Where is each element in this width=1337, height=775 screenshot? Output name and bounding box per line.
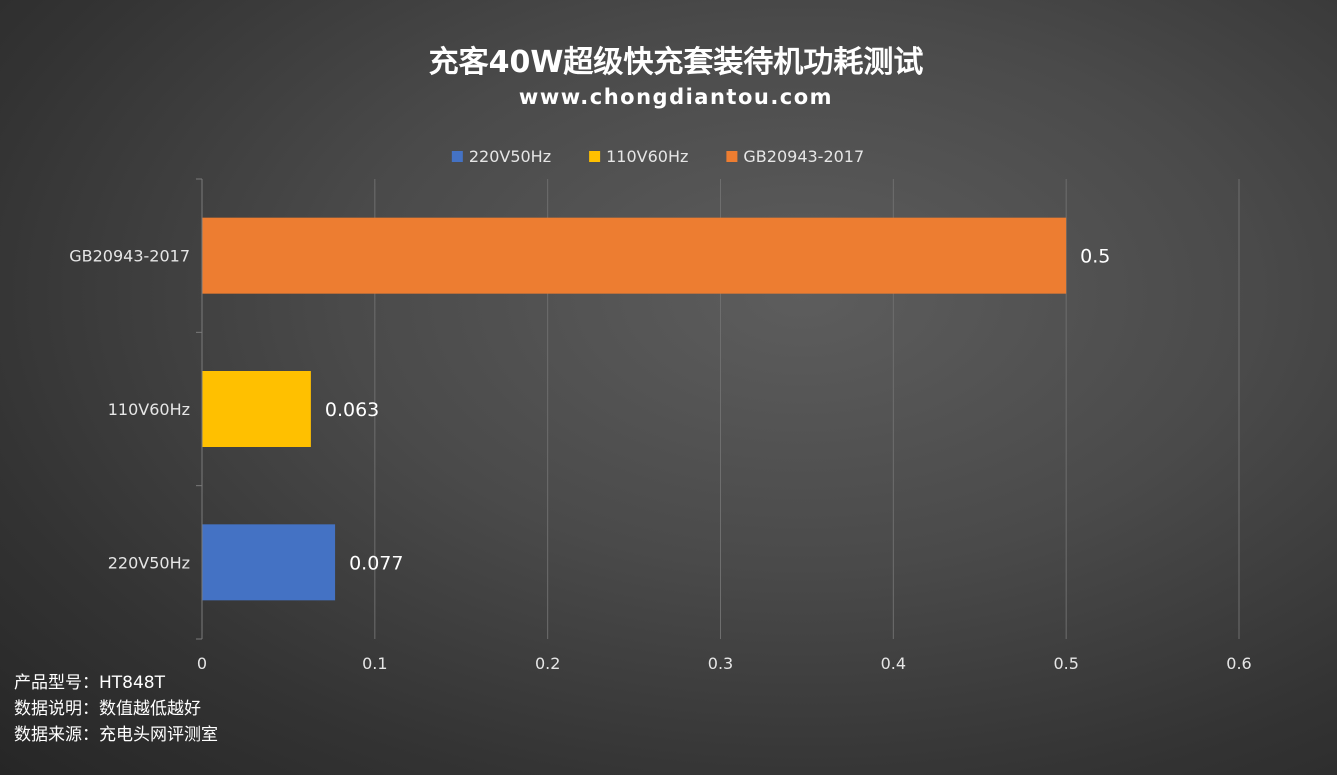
y-tick-label: 110V60Hz [108,400,190,419]
footnote-model: 产品型号：HT848T [14,673,165,693]
x-tick-label: 0.5 [1053,654,1078,673]
footnotes: 产品型号：HT848T 数据说明：数值越低越好 数据来源：充电头网评测室 [14,670,218,748]
legend-swatch [451,151,463,162]
footnote-source: 数据来源：充电头网评测室 [14,725,218,745]
data-label: 0.077 [349,552,403,574]
footnote-note: 数据说明：数值越低越好 [14,699,201,719]
bar [202,217,1067,294]
legend-label: GB20943-2017 [743,147,864,166]
legend: 220V50Hz 110V60Hz GB20943-2017 [451,147,864,166]
legend-item: 220V50Hz [451,147,551,166]
legend-item: 110V60Hz [589,147,688,166]
legend-label: 220V50Hz [469,147,551,166]
x-tick-label: 0.1 [362,654,387,673]
y-tick-label: 220V50Hz [108,553,190,572]
data-label: 0.5 [1080,246,1110,268]
x-tick-label: 0 [197,654,207,673]
x-axis: 0 0.1 0.2 0.3 0.4 0.5 0.6 [197,654,1252,673]
legend-item: GB20943-2017 [726,147,864,166]
y-tick-label: GB20943-2017 [69,247,190,266]
legend-swatch [726,151,738,162]
x-tick-label: 0.3 [708,654,733,673]
legend-swatch [589,151,601,162]
bars [202,217,1067,601]
chart-title: 充客40W超级快充套装待机功耗测试 [429,45,924,80]
y-axis: 220V50Hz 110V60Hz GB20943-2017 [69,178,203,640]
bar [202,524,336,601]
data-labels: 0.077 0.063 0.5 [325,246,1111,575]
x-tick-label: 0.6 [1226,654,1251,673]
data-label: 0.063 [325,399,379,421]
bar [202,371,311,447]
x-tick-label: 0.2 [535,654,560,673]
chart-subtitle: www.chongdiantou.com [519,85,833,109]
legend-label: 110V60Hz [606,147,688,166]
x-tick-label: 0.4 [881,654,906,673]
